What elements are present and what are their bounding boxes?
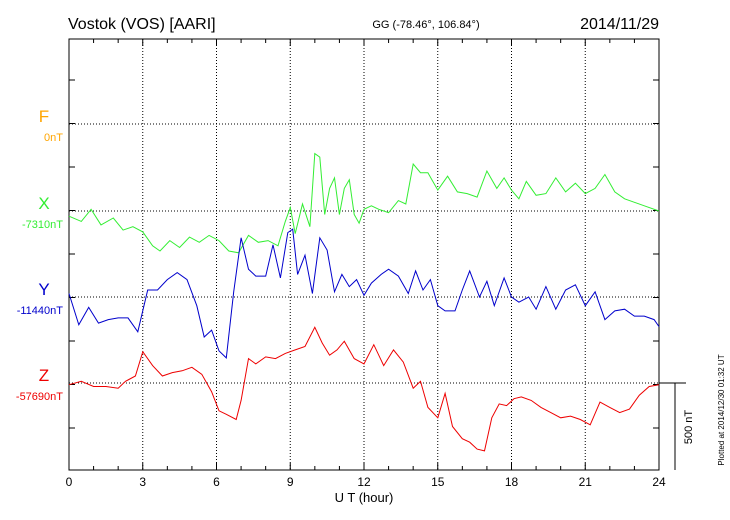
station-title: Vostok (VOS) [AARI] <box>68 16 216 33</box>
x-axis-label: U T (hour) <box>335 490 394 505</box>
x-tick-label: 15 <box>431 475 445 489</box>
x-tick-label: 6 <box>213 475 220 489</box>
x-tick-label: 3 <box>139 475 146 489</box>
series-baseline-x: -7310nT <box>22 219 63 231</box>
scale-bar: 500 nT <box>659 382 695 470</box>
x-tick-label: 12 <box>357 475 371 489</box>
series-labels: F 0nT X -7310nT Y -11440nT Z -57690nT <box>16 107 63 403</box>
plotted-timestamp: Plotted at 2014/12/30 01:32 UT <box>717 354 726 465</box>
x-axis: 0 3 6 9 12 15 18 21 24 <box>66 39 666 489</box>
series-line-z <box>68 326 660 452</box>
series-baseline-y: -11440nT <box>17 305 64 317</box>
date-label: 2014/11/29 <box>580 16 659 33</box>
x-tick-label: 0 <box>66 475 73 489</box>
series-baseline-z: -57690nT <box>16 391 63 403</box>
x-tick-label: 24 <box>652 475 666 489</box>
plot-area: 0 3 6 9 12 15 18 21 24 F 0nT X -7310nT Y -11440nT Z -57… <box>16 38 666 489</box>
x-tick-label: 21 <box>579 475 593 489</box>
series-name-f: F <box>39 107 49 126</box>
series-baseline-f: 0nT <box>44 132 63 144</box>
coordinates-label: GG (-78.46°, 106.84°) <box>372 19 479 31</box>
scale-bar-label: 500 nT <box>683 410 695 445</box>
series-name-z: Z <box>39 366 49 385</box>
x-tick-label: 9 <box>287 475 294 489</box>
x-tick-label: 18 <box>505 475 519 489</box>
series-line-x <box>68 152 660 254</box>
series-traces <box>68 152 660 452</box>
grid-lines <box>69 39 659 470</box>
series-name-x: X <box>38 194 49 213</box>
series-name-y: Y <box>38 280 49 299</box>
series-line-y <box>68 228 660 359</box>
